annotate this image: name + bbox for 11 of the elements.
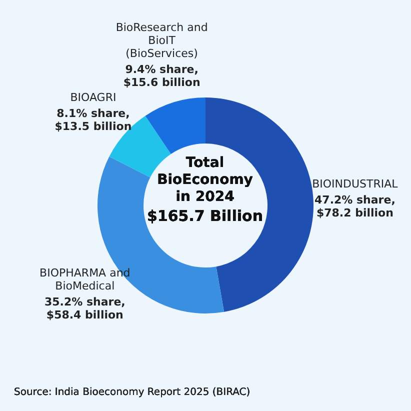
slice-label: BIOINDUSTRIAL [312, 178, 399, 191]
data-label: 35.2% share, $58.4 billion [44, 296, 126, 322]
slice-label: BioResearch and BioIT (BioServices) [116, 21, 208, 60]
text: Total BioEconomy in 2024 [157, 155, 253, 205]
source-note: Source: India Bioeconomy Report 2025 (BIRAC) [14, 387, 250, 398]
data-label: 47.2% share, $78.2 billion [314, 194, 396, 220]
text: $165.7 Billion [146, 207, 264, 225]
data-label: 9.4% share, $15.6 billion [123, 63, 200, 90]
donut-slice [145, 98, 206, 154]
data-label: 8.1% share, $13.5 billion [54, 107, 132, 134]
slice-label: BIOAGRI [70, 91, 116, 104]
